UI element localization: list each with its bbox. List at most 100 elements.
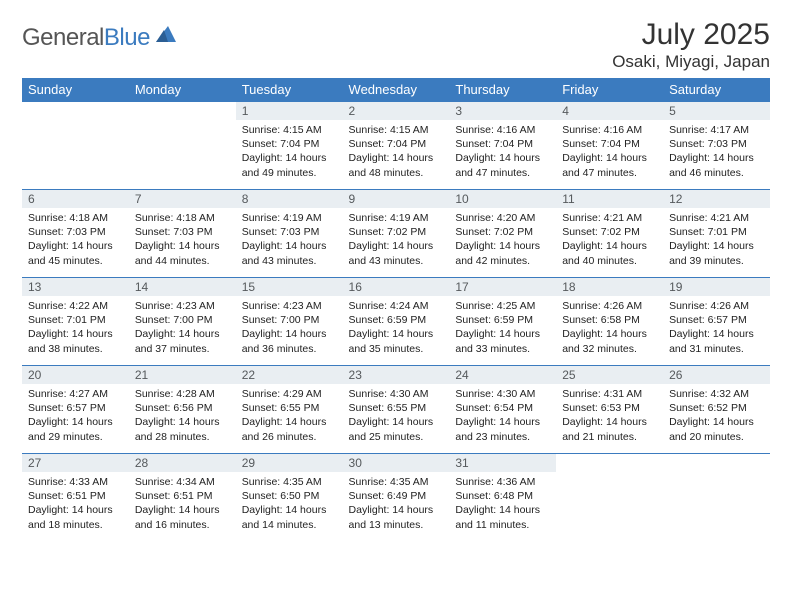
calendar-day-cell: 29Sunrise: 4:35 AMSunset: 6:50 PMDayligh… <box>236 454 343 542</box>
calendar-day-cell: 22Sunrise: 4:29 AMSunset: 6:55 PMDayligh… <box>236 366 343 454</box>
daylight-line: Daylight: 14 hours and 32 minutes. <box>562 327 657 355</box>
brand-name-b: Blue <box>104 24 150 51</box>
day-number: 7 <box>129 190 236 208</box>
day-details: Sunrise: 4:24 AMSunset: 6:59 PMDaylight:… <box>343 296 450 360</box>
day-number: 21 <box>129 366 236 384</box>
day-details: Sunrise: 4:18 AMSunset: 7:03 PMDaylight:… <box>129 208 236 272</box>
day-details: Sunrise: 4:23 AMSunset: 7:00 PMDaylight:… <box>129 296 236 360</box>
calendar-day-cell: 11Sunrise: 4:21 AMSunset: 7:02 PMDayligh… <box>556 190 663 278</box>
day-details: Sunrise: 4:23 AMSunset: 7:00 PMDaylight:… <box>236 296 343 360</box>
daylight-line: Daylight: 14 hours and 18 minutes. <box>28 503 123 531</box>
sunset-line: Sunset: 6:52 PM <box>669 401 764 415</box>
day-number: 2 <box>343 102 450 120</box>
daylight-line: Daylight: 14 hours and 31 minutes. <box>669 327 764 355</box>
daylight-line: Daylight: 14 hours and 33 minutes. <box>455 327 550 355</box>
sunset-line: Sunset: 6:50 PM <box>242 489 337 503</box>
calendar-day-cell <box>129 102 236 190</box>
col-header: Thursday <box>449 78 556 102</box>
daylight-line: Daylight: 14 hours and 35 minutes. <box>349 327 444 355</box>
day-number: 27 <box>22 454 129 472</box>
sunrise-line: Sunrise: 4:16 AM <box>455 123 550 137</box>
day-number: 10 <box>449 190 556 208</box>
sunset-line: Sunset: 6:57 PM <box>28 401 123 415</box>
daylight-line: Daylight: 14 hours and 29 minutes. <box>28 415 123 443</box>
col-header: Friday <box>556 78 663 102</box>
calendar-day-cell <box>663 454 770 542</box>
day-number: 12 <box>663 190 770 208</box>
sunset-line: Sunset: 7:04 PM <box>562 137 657 151</box>
brand-name-a: General <box>22 24 104 51</box>
sunset-line: Sunset: 6:53 PM <box>562 401 657 415</box>
day-details: Sunrise: 4:26 AMSunset: 6:57 PMDaylight:… <box>663 296 770 360</box>
calendar-day-cell: 21Sunrise: 4:28 AMSunset: 6:56 PMDayligh… <box>129 366 236 454</box>
day-number: 5 <box>663 102 770 120</box>
calendar-day-cell <box>22 102 129 190</box>
sunrise-line: Sunrise: 4:34 AM <box>135 475 230 489</box>
day-number: 19 <box>663 278 770 296</box>
calendar-day-cell: 13Sunrise: 4:22 AMSunset: 7:01 PMDayligh… <box>22 278 129 366</box>
calendar-day-cell: 23Sunrise: 4:30 AMSunset: 6:55 PMDayligh… <box>343 366 450 454</box>
daylight-line: Daylight: 14 hours and 16 minutes. <box>135 503 230 531</box>
day-details: Sunrise: 4:33 AMSunset: 6:51 PMDaylight:… <box>22 472 129 536</box>
day-number: 1 <box>236 102 343 120</box>
sunrise-line: Sunrise: 4:24 AM <box>349 299 444 313</box>
sunrise-line: Sunrise: 4:35 AM <box>242 475 337 489</box>
calendar-day-cell: 16Sunrise: 4:24 AMSunset: 6:59 PMDayligh… <box>343 278 450 366</box>
sunrise-line: Sunrise: 4:16 AM <box>562 123 657 137</box>
calendar-day-cell: 24Sunrise: 4:30 AMSunset: 6:54 PMDayligh… <box>449 366 556 454</box>
calendar-day-cell: 18Sunrise: 4:26 AMSunset: 6:58 PMDayligh… <box>556 278 663 366</box>
calendar-day-cell: 9Sunrise: 4:19 AMSunset: 7:02 PMDaylight… <box>343 190 450 278</box>
day-number: 22 <box>236 366 343 384</box>
brand-logo: GeneralBlue <box>22 18 178 52</box>
daylight-line: Daylight: 14 hours and 48 minutes. <box>349 151 444 179</box>
calendar-day-cell: 12Sunrise: 4:21 AMSunset: 7:01 PMDayligh… <box>663 190 770 278</box>
sunset-line: Sunset: 6:51 PM <box>135 489 230 503</box>
sunrise-line: Sunrise: 4:23 AM <box>242 299 337 313</box>
sunset-line: Sunset: 7:00 PM <box>242 313 337 327</box>
day-number: 26 <box>663 366 770 384</box>
brand-sail-icon <box>154 24 178 49</box>
daylight-line: Daylight: 14 hours and 13 minutes. <box>349 503 444 531</box>
day-details: Sunrise: 4:29 AMSunset: 6:55 PMDaylight:… <box>236 384 343 448</box>
sunrise-line: Sunrise: 4:17 AM <box>669 123 764 137</box>
sunrise-line: Sunrise: 4:20 AM <box>455 211 550 225</box>
sunrise-line: Sunrise: 4:21 AM <box>562 211 657 225</box>
day-number: 8 <box>236 190 343 208</box>
calendar-day-cell <box>556 454 663 542</box>
sunrise-line: Sunrise: 4:19 AM <box>242 211 337 225</box>
sunrise-line: Sunrise: 4:22 AM <box>28 299 123 313</box>
daylight-line: Daylight: 14 hours and 28 minutes. <box>135 415 230 443</box>
sunrise-line: Sunrise: 4:33 AM <box>28 475 123 489</box>
calendar-day-cell: 1Sunrise: 4:15 AMSunset: 7:04 PMDaylight… <box>236 102 343 190</box>
day-number: 30 <box>343 454 450 472</box>
sunset-line: Sunset: 7:04 PM <box>349 137 444 151</box>
sunset-line: Sunset: 7:03 PM <box>669 137 764 151</box>
day-details: Sunrise: 4:30 AMSunset: 6:55 PMDaylight:… <box>343 384 450 448</box>
day-details: Sunrise: 4:26 AMSunset: 6:58 PMDaylight:… <box>556 296 663 360</box>
brand-name: GeneralBlue <box>22 24 150 52</box>
day-details: Sunrise: 4:16 AMSunset: 7:04 PMDaylight:… <box>449 120 556 184</box>
calendar-day-cell: 14Sunrise: 4:23 AMSunset: 7:00 PMDayligh… <box>129 278 236 366</box>
day-details: Sunrise: 4:20 AMSunset: 7:02 PMDaylight:… <box>449 208 556 272</box>
sunset-line: Sunset: 7:03 PM <box>242 225 337 239</box>
col-header: Sunday <box>22 78 129 102</box>
sunset-line: Sunset: 7:04 PM <box>455 137 550 151</box>
col-header: Monday <box>129 78 236 102</box>
calendar-day-cell: 19Sunrise: 4:26 AMSunset: 6:57 PMDayligh… <box>663 278 770 366</box>
sunrise-line: Sunrise: 4:28 AM <box>135 387 230 401</box>
sunset-line: Sunset: 7:04 PM <box>242 137 337 151</box>
sunrise-line: Sunrise: 4:36 AM <box>455 475 550 489</box>
sunrise-line: Sunrise: 4:25 AM <box>455 299 550 313</box>
day-details: Sunrise: 4:34 AMSunset: 6:51 PMDaylight:… <box>129 472 236 536</box>
day-details: Sunrise: 4:35 AMSunset: 6:49 PMDaylight:… <box>343 472 450 536</box>
day-number: 15 <box>236 278 343 296</box>
daylight-line: Daylight: 14 hours and 45 minutes. <box>28 239 123 267</box>
day-number: 4 <box>556 102 663 120</box>
sunset-line: Sunset: 6:55 PM <box>242 401 337 415</box>
sunrise-line: Sunrise: 4:18 AM <box>135 211 230 225</box>
location-subtitle: Osaki, Miyagi, Japan <box>612 52 770 72</box>
day-number: 17 <box>449 278 556 296</box>
day-details: Sunrise: 4:21 AMSunset: 7:02 PMDaylight:… <box>556 208 663 272</box>
daylight-line: Daylight: 14 hours and 37 minutes. <box>135 327 230 355</box>
sunrise-line: Sunrise: 4:23 AM <box>135 299 230 313</box>
